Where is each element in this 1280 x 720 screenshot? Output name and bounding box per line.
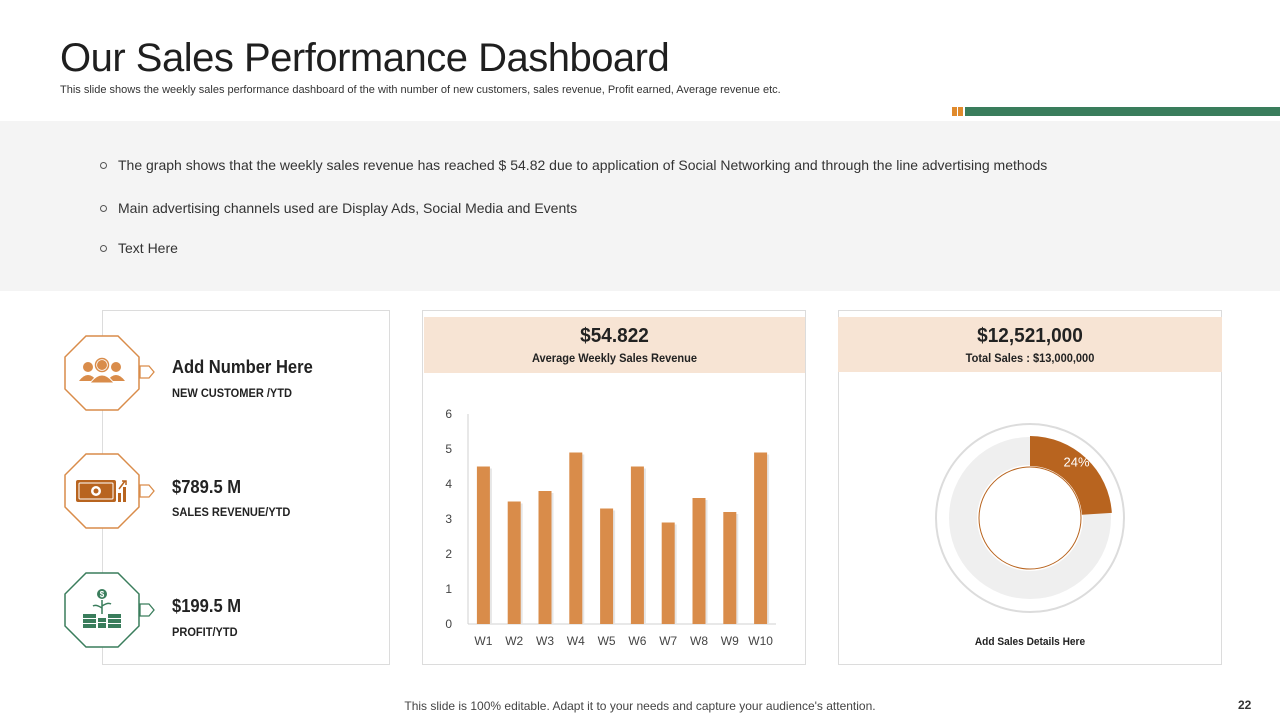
x-tick-label: W9 xyxy=(721,634,739,648)
page-number: 22 xyxy=(1238,698,1252,712)
profit-value: $199.5 M xyxy=(172,596,242,616)
bar-w4 xyxy=(569,452,583,624)
page-title: Our Sales Performance Dashboard xyxy=(60,36,670,80)
total-sales-donut-chart: 24% xyxy=(935,423,1125,613)
x-tick-label: W4 xyxy=(567,634,585,648)
total-sales-header: $12,521,000 Total Sales : $13,000,000 xyxy=(838,317,1222,372)
profit-label: PROFIT/YTD xyxy=(172,625,238,639)
page-subtitle: This slide shows the weekly sales perfor… xyxy=(60,84,781,96)
svg-text:$: $ xyxy=(100,590,105,599)
bullet-item: The graph shows that the weekly sales re… xyxy=(100,157,1047,173)
donut-slice-highlight xyxy=(1030,436,1112,515)
bullet-text: The graph shows that the weekly sales re… xyxy=(118,157,1048,173)
bullet-item: Text Here xyxy=(100,240,178,256)
weekly-sales-bar-chart: 0 1 2 3 4 5 6 W1 W2 W3 W4 W5 W6 W7 W8 W9 W10 xyxy=(445,407,776,648)
bullet-text: Text Here xyxy=(118,240,178,256)
bar-w7 xyxy=(661,522,675,624)
x-tick-label: W10 xyxy=(748,634,773,648)
pointer-tag-icon xyxy=(139,603,155,617)
total-sales-value: $12,521,000 xyxy=(977,325,1083,347)
sales-details-caption: Add Sales Details Here xyxy=(974,636,1086,648)
bar-w8 xyxy=(692,498,706,624)
summary-band xyxy=(0,121,1280,291)
bar-w6 xyxy=(630,466,644,624)
bar-w5 xyxy=(600,508,614,624)
sales-revenue-value: $789.5 M xyxy=(172,477,242,497)
accent-bar xyxy=(965,107,1280,116)
new-customer-label: NEW CUSTOMER /YTD xyxy=(172,386,293,400)
bullet-circle-icon xyxy=(100,161,107,169)
donut-inner-ring xyxy=(978,466,1082,570)
weekly-revenue-value: $54.822 xyxy=(580,325,649,347)
pointer-tag-icon xyxy=(139,484,155,498)
y-tick-label: 6 xyxy=(445,407,452,421)
footer-note: This slide is 100% editable. Adapt it to… xyxy=(404,699,876,713)
y-tick-label: 0 xyxy=(445,617,452,631)
revenue-icon xyxy=(64,453,140,529)
sales-revenue-label: SALES REVENUE/YTD xyxy=(172,505,291,519)
x-tick-label: W2 xyxy=(505,634,523,648)
customers-icon xyxy=(64,335,140,411)
bullet-item: Main advertising channels used are Displ… xyxy=(100,200,577,216)
y-tick-label: 3 xyxy=(445,512,452,526)
bullet-circle-icon xyxy=(100,244,107,252)
y-tick-label: 1 xyxy=(445,582,452,596)
x-tick-label: W5 xyxy=(598,634,616,648)
bar-w3 xyxy=(538,491,552,624)
x-tick-label: W7 xyxy=(659,634,677,648)
x-tick-label: W1 xyxy=(474,634,492,648)
donut-percent-label: 24% xyxy=(1064,454,1090,469)
x-tick-label: W6 xyxy=(628,634,646,648)
pointer-tag-icon xyxy=(139,365,155,379)
bullet-circle-icon xyxy=(100,204,107,212)
bar-w2 xyxy=(507,501,521,624)
weekly-revenue-header: $54.822 Average Weekly Sales Revenue xyxy=(424,317,805,373)
y-tick-label: 2 xyxy=(445,547,452,561)
weekly-revenue-label: Average Weekly Sales Revenue xyxy=(531,351,698,365)
profit-icon: $ xyxy=(64,572,140,648)
bar-w9 xyxy=(723,512,737,624)
bar-w10 xyxy=(754,452,768,624)
x-tick-label: W3 xyxy=(536,634,554,648)
x-tick-label: W8 xyxy=(690,634,708,648)
new-customer-value: Add Number Here xyxy=(172,357,313,377)
bullet-text: Main advertising channels used are Displ… xyxy=(118,200,578,216)
y-tick-label: 5 xyxy=(445,442,452,456)
total-sales-label: Total Sales : $13,000,000 xyxy=(965,351,1095,365)
accent-square xyxy=(952,107,957,116)
bar-w1 xyxy=(476,466,490,624)
y-tick-label: 4 xyxy=(445,477,452,491)
accent-square xyxy=(958,107,963,116)
